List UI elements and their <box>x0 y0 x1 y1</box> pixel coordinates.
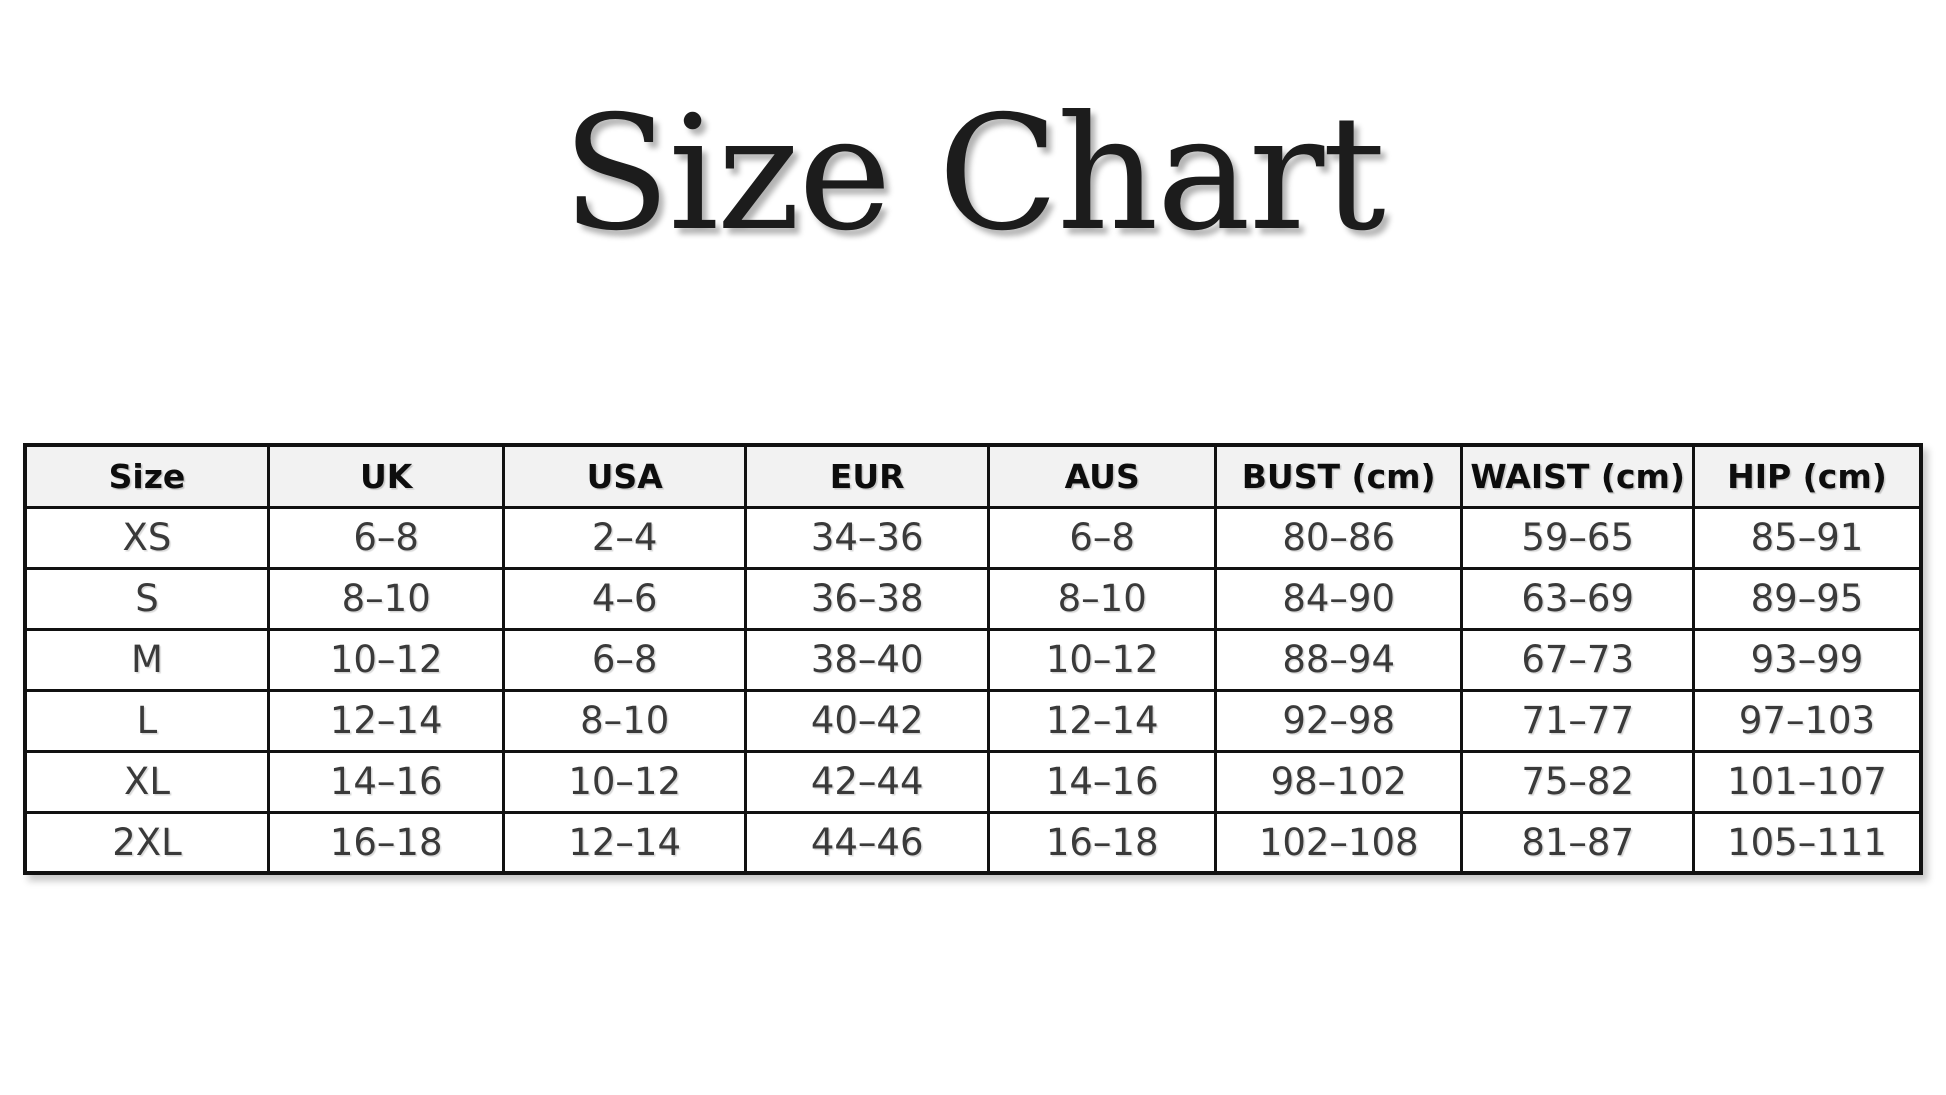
table-cell: 40–42 <box>743 688 991 753</box>
table-cell: 12–14 <box>266 688 506 753</box>
table-cell: 101–107 <box>1691 749 1923 814</box>
column-header-uk: UK <box>266 443 506 509</box>
page-title: Size Chart <box>562 82 1386 266</box>
table-cell: 93–99 <box>1691 627 1923 692</box>
table-cell: 6–8 <box>266 505 506 570</box>
table-cell: 34–36 <box>743 505 991 570</box>
table-cell: 89–95 <box>1691 566 1923 631</box>
table-cell: XL <box>23 749 270 814</box>
table-cell: 8–10 <box>502 688 747 753</box>
column-header-size: Size <box>23 443 270 509</box>
table-cell: L <box>23 688 270 753</box>
table-cell: S <box>23 566 270 631</box>
table-cell: 88–94 <box>1213 627 1464 692</box>
column-header-hip: HIP (cm) <box>1691 443 1923 509</box>
table-row-l: L 12–14 8–10 40–42 12–14 92–98 71–77 97–… <box>23 688 1923 753</box>
table-cell: 63–69 <box>1460 566 1695 631</box>
table-cell: 42–44 <box>743 749 991 814</box>
table-cell: 10–12 <box>987 627 1217 692</box>
table-cell: 2XL <box>23 810 270 875</box>
table-cell: 92–98 <box>1213 688 1464 753</box>
table-cell: 16–18 <box>266 810 506 875</box>
table-cell: 36–38 <box>743 566 991 631</box>
table-cell: 6–8 <box>987 505 1217 570</box>
table-cell: 12–14 <box>987 688 1217 753</box>
table-cell: 14–16 <box>266 749 506 814</box>
table-cell: 81–87 <box>1460 810 1695 875</box>
table-cell: 10–12 <box>266 627 506 692</box>
table-cell: 4–6 <box>502 566 747 631</box>
table-cell: 80–86 <box>1213 505 1464 570</box>
table-row-xs: XS 6–8 2–4 34–36 6–8 80–86 59–65 85–91 <box>23 505 1923 570</box>
table-cell: 84–90 <box>1213 566 1464 631</box>
header-row: Size UK USA EUR AUS BUST (cm) WAIST (cm)… <box>23 443 1923 509</box>
table-cell: 10–12 <box>502 749 747 814</box>
table-cell: 16–18 <box>987 810 1217 875</box>
column-header-eur: EUR <box>743 443 991 509</box>
table-cell: 38–40 <box>743 627 991 692</box>
table-cell: M <box>23 627 270 692</box>
table-cell: 8–10 <box>987 566 1217 631</box>
table-cell: 8–10 <box>266 566 506 631</box>
table-row-xl: XL 14–16 10–12 42–44 14–16 98–102 75–82 … <box>23 749 1923 814</box>
table-cell: 97–103 <box>1691 688 1923 753</box>
table-cell: 85–91 <box>1691 505 1923 570</box>
table-cell: 105–111 <box>1691 810 1923 875</box>
table-row-2xl: 2XL 16–18 12–14 44–46 16–18 102–108 81–8… <box>23 810 1923 875</box>
table-cell: 2–4 <box>502 505 747 570</box>
table-row-s: S 8–10 4–6 36–38 8–10 84–90 63–69 89–95 <box>23 566 1923 631</box>
table-cell: 59–65 <box>1460 505 1695 570</box>
table-cell: 12–14 <box>502 810 747 875</box>
table-cell: 14–16 <box>987 749 1217 814</box>
column-header-aus: AUS <box>987 443 1217 509</box>
table-cell: XS <box>23 505 270 570</box>
table-cell: 71–77 <box>1460 688 1695 753</box>
column-header-bust: BUST (cm) <box>1213 443 1464 509</box>
table-cell: 44–46 <box>743 810 991 875</box>
size-chart-table: Size UK USA EUR AUS BUST (cm) WAIST (cm)… <box>23 443 1923 875</box>
column-header-waist: WAIST (cm) <box>1460 443 1695 509</box>
table-cell: 67–73 <box>1460 627 1695 692</box>
table-cell: 102–108 <box>1213 810 1464 875</box>
column-header-usa: USA <box>502 443 747 509</box>
table-cell: 6–8 <box>502 627 747 692</box>
table-row-m: M 10–12 6–8 38–40 10–12 88–94 67–73 93–9… <box>23 627 1923 692</box>
table-cell: 98–102 <box>1213 749 1464 814</box>
table-cell: 75–82 <box>1460 749 1695 814</box>
